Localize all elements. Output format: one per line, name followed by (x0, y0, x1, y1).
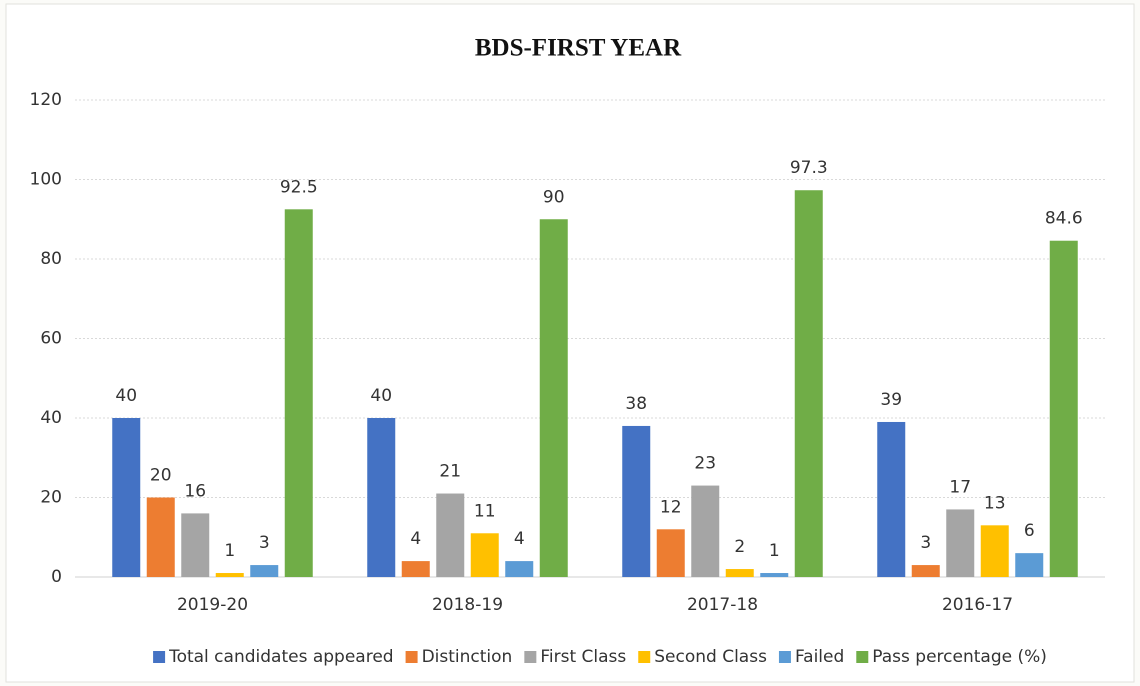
data-label: 3 (920, 533, 931, 553)
data-label: 38 (625, 394, 647, 414)
legend-label: Pass percentage (%) (872, 647, 1047, 667)
bar (470, 533, 499, 577)
data-label: 84.6 (1045, 209, 1083, 229)
bar (436, 493, 465, 577)
legend-swatch (638, 651, 651, 663)
y-tick-label: 120 (30, 90, 62, 110)
bar (181, 513, 210, 577)
y-tick-label: 60 (40, 329, 62, 349)
data-label: 4 (410, 529, 421, 549)
data-label: 40 (370, 386, 392, 406)
bar (760, 573, 789, 577)
y-tick-label: 100 (30, 170, 62, 190)
bar (539, 219, 568, 577)
bar (911, 565, 940, 577)
data-label: 21 (439, 462, 461, 482)
legend-swatch (153, 651, 166, 663)
bar (1015, 553, 1044, 577)
bar (401, 561, 430, 577)
data-label: 2 (734, 537, 745, 557)
bar (725, 569, 754, 577)
bar (215, 573, 244, 577)
bar (367, 418, 396, 577)
data-label: 12 (660, 497, 682, 517)
legend-label: First Class (540, 647, 626, 667)
x-tick-label: 2018-19 (432, 595, 503, 615)
x-tick-label: 2016-17 (942, 595, 1013, 615)
y-tick-label: 80 (40, 249, 62, 269)
bar (622, 425, 651, 577)
bar (980, 525, 1009, 577)
y-tick-label: 40 (40, 408, 62, 428)
x-tick-label: 2017-18 (687, 595, 758, 615)
legend-swatch (405, 651, 418, 663)
legend-label: Distinction (422, 647, 513, 667)
y-tick-label: 20 (40, 488, 62, 508)
data-label: 40 (115, 386, 137, 406)
data-label: 17 (949, 477, 971, 497)
data-label: 4 (514, 529, 525, 549)
x-tick-label: 2019-20 (177, 595, 248, 615)
data-label: 11 (474, 501, 496, 521)
bar (794, 190, 823, 578)
data-label: 16 (184, 481, 206, 501)
data-label: 20 (150, 466, 172, 486)
chart-title: BDS-FIRST YEAR (475, 35, 682, 62)
bar (112, 418, 141, 577)
bar (146, 497, 175, 577)
legend-swatch (524, 651, 537, 663)
chart-frame (5, 3, 1135, 683)
bar (691, 485, 720, 577)
data-label: 3 (259, 533, 270, 553)
legend-label: Total candidates appeared (168, 647, 394, 667)
bar (656, 529, 685, 577)
legend-swatch (778, 651, 791, 663)
data-label: 1 (224, 541, 235, 561)
bar (877, 421, 906, 577)
bar (250, 565, 279, 577)
data-label: 97.3 (790, 158, 828, 178)
bar (946, 509, 975, 577)
legend-label: Second Class (654, 647, 767, 667)
data-label: 6 (1024, 521, 1035, 541)
data-label: 1 (769, 541, 780, 561)
data-label: 39 (880, 390, 902, 410)
data-label: 23 (694, 454, 716, 474)
bar (284, 209, 313, 577)
data-label: 92.5 (280, 177, 318, 197)
bar (505, 561, 534, 577)
legend-swatch (856, 651, 869, 663)
bar (1049, 240, 1078, 577)
y-tick-label: 0 (51, 567, 62, 587)
data-label: 13 (984, 493, 1006, 513)
legend-label: Failed (795, 647, 844, 667)
data-label: 90 (543, 187, 565, 207)
